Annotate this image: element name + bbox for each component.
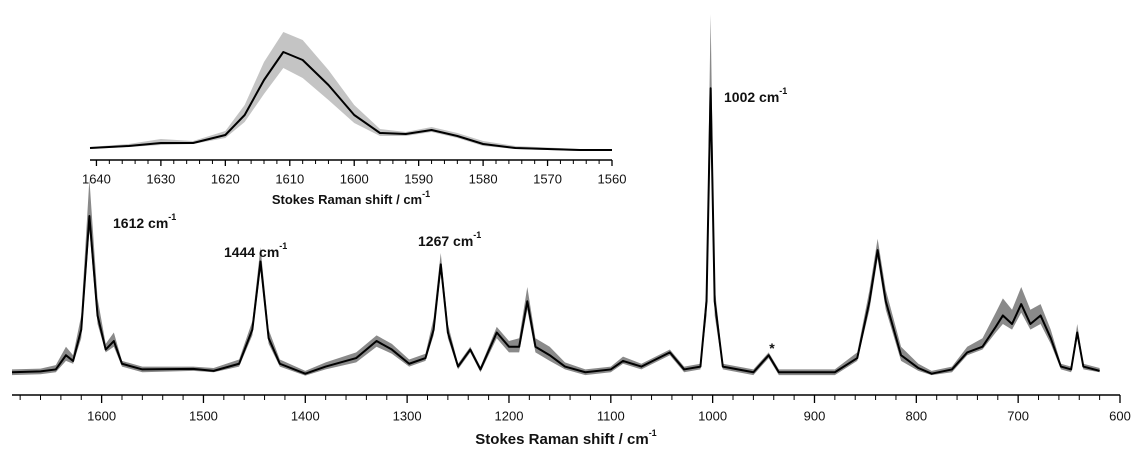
peak-annotation-text: 1444 cm bbox=[224, 244, 279, 260]
x-tick-label: 1000 bbox=[698, 408, 727, 423]
x-tick-label: 1640 bbox=[82, 171, 111, 186]
x-axis-title-sup: -1 bbox=[649, 428, 657, 438]
x-axis-title: Stokes Raman shift / cm-1 bbox=[272, 189, 430, 207]
x-tick-label: 1400 bbox=[291, 408, 320, 423]
x-tick-label: 1600 bbox=[87, 408, 116, 423]
x-tick-label: 1300 bbox=[393, 408, 422, 423]
peak-annotation-sup: -1 bbox=[473, 230, 481, 240]
mean-line bbox=[11, 87, 1100, 375]
peak-annotation-text: * bbox=[769, 340, 775, 356]
x-axis-title: Stokes Raman shift / cm-1 bbox=[475, 428, 656, 448]
x-axis-title-text: Stokes Raman shift / cm bbox=[272, 192, 422, 207]
x-tick-label: 800 bbox=[905, 408, 927, 423]
x-tick-label: 900 bbox=[804, 408, 826, 423]
x-tick-label: 1100 bbox=[597, 408, 625, 423]
peak-annotation-text: 1612 cm bbox=[113, 215, 168, 231]
peak-annotation-sup: -1 bbox=[168, 212, 176, 222]
x-tick-label: 1200 bbox=[495, 408, 524, 423]
x-axis-title-sup: -1 bbox=[422, 189, 430, 199]
peak-annotation: * bbox=[769, 340, 775, 356]
mean-line bbox=[89, 51, 612, 151]
peak-annotation: 1612 cm-1 bbox=[113, 212, 176, 230]
x-tick-label: 1600 bbox=[340, 171, 369, 186]
x-tick-label: 1620 bbox=[211, 171, 240, 186]
peak-annotation: 1002 cm-1 bbox=[724, 86, 787, 104]
peak-annotation: 1267 cm-1 bbox=[418, 230, 481, 248]
x-tick-label: 1590 bbox=[404, 171, 433, 186]
peak-annotation-sup: -1 bbox=[279, 241, 287, 251]
x-tick-label: 700 bbox=[1007, 408, 1029, 423]
x-tick-label: 1580 bbox=[469, 171, 498, 186]
peak-annotation-text: 1002 cm bbox=[724, 89, 779, 105]
std-band bbox=[12, 14, 1100, 376]
x-tick-label: 1500 bbox=[189, 408, 218, 423]
x-axis-title-text: Stokes Raman shift / cm bbox=[475, 431, 648, 448]
std-band bbox=[90, 32, 612, 151]
peak-annotation: 1444 cm-1 bbox=[224, 241, 287, 259]
x-tick-label: 1560 bbox=[598, 171, 627, 186]
x-tick-label: 1610 bbox=[275, 171, 304, 186]
x-tick-label: 1570 bbox=[533, 171, 562, 186]
peak-annotation-text: 1267 cm bbox=[418, 233, 473, 249]
x-tick-label: 1630 bbox=[146, 171, 175, 186]
peak-annotation-sup: -1 bbox=[779, 86, 787, 96]
x-tick-label: 600 bbox=[1109, 408, 1131, 423]
